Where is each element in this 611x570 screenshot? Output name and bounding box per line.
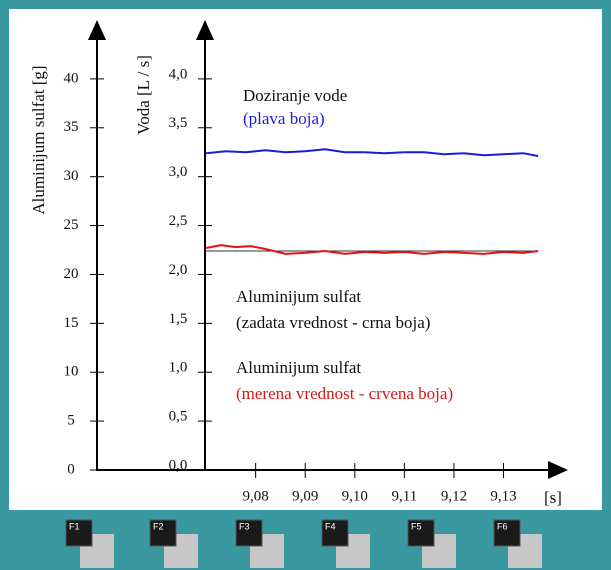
annotation: (merena vrednost - crvena boja) — [236, 384, 453, 403]
y2-axis-label: Voda [L / s] — [134, 55, 153, 135]
x-tick-label: 9,08 — [243, 488, 269, 504]
x-tick-label: 9,11 — [392, 488, 418, 504]
x-tick-label: 9,09 — [292, 488, 318, 504]
y-tick-label: 25 — [64, 217, 79, 233]
x-tick-label: 9,13 — [490, 488, 516, 504]
series-line — [205, 244, 539, 255]
x-arrow — [548, 461, 568, 479]
y-tick-label: 15 — [64, 315, 79, 331]
x-tick-label: 9,10 — [342, 488, 368, 504]
annotation: (plava boja) — [243, 109, 325, 128]
axes — [88, 20, 568, 479]
y2-tick-label: 3,5 — [169, 115, 188, 131]
y2-tick-label: 0,0 — [169, 457, 188, 473]
y-tick-label: 5 — [67, 413, 75, 429]
series-line — [205, 148, 539, 158]
y-tick-label: 0 — [67, 461, 75, 477]
y2-tick-label: 1,5 — [169, 311, 188, 327]
function-key[interactable]: F6 — [493, 519, 542, 568]
y-axis-label: Aluminijum sulfat [g] — [29, 65, 48, 214]
y2-arrow — [196, 20, 214, 40]
y2-tick-label: 4,0 — [169, 66, 188, 82]
key-label: F3 — [239, 521, 250, 531]
key-cap — [149, 519, 177, 547]
x-axis-label: [s] — [544, 488, 562, 507]
annotation: Aluminijum sulfat — [236, 358, 361, 377]
key-label: F2 — [153, 521, 164, 531]
function-key[interactable]: F1 — [65, 519, 114, 568]
function-key[interactable]: F4 — [321, 519, 370, 568]
key-cap — [321, 519, 349, 547]
function-key[interactable]: F5 — [407, 519, 456, 568]
y2-tick-label: 0,5 — [169, 409, 188, 425]
key-label: F6 — [497, 521, 508, 531]
y2-tick-label: 2,0 — [169, 262, 188, 278]
annotation: Aluminijum sulfat — [236, 287, 361, 306]
y-tick-label: 30 — [64, 168, 79, 184]
annotation: (zadata vrednost - crna boja) — [236, 313, 430, 332]
function-key[interactable]: F3 — [235, 519, 284, 568]
function-key[interactable]: F2 — [149, 519, 198, 568]
y2-tick-label: 2,5 — [169, 213, 188, 229]
key-label: F4 — [325, 521, 336, 531]
y-arrow — [88, 20, 106, 40]
y-tick-label: 40 — [64, 70, 79, 86]
x-tick-label: 9,12 — [441, 488, 467, 504]
y-tick-label: 35 — [64, 119, 79, 135]
y2-tick-label: 1,0 — [169, 360, 188, 376]
chart-panel — [9, 9, 602, 510]
key-label: F1 — [69, 521, 80, 531]
y-tick-label: 10 — [64, 364, 79, 380]
key-cap — [493, 519, 521, 547]
key-cap — [235, 519, 263, 547]
y2-tick-label: 3,0 — [169, 164, 188, 180]
key-cap — [65, 519, 93, 547]
annotation: Doziranje vode — [243, 86, 347, 105]
function-keys: F1 F2 F3 F4 F5 F6 — [65, 519, 542, 568]
key-label: F5 — [411, 521, 422, 531]
key-cap — [407, 519, 435, 547]
y-tick-label: 20 — [64, 266, 79, 282]
